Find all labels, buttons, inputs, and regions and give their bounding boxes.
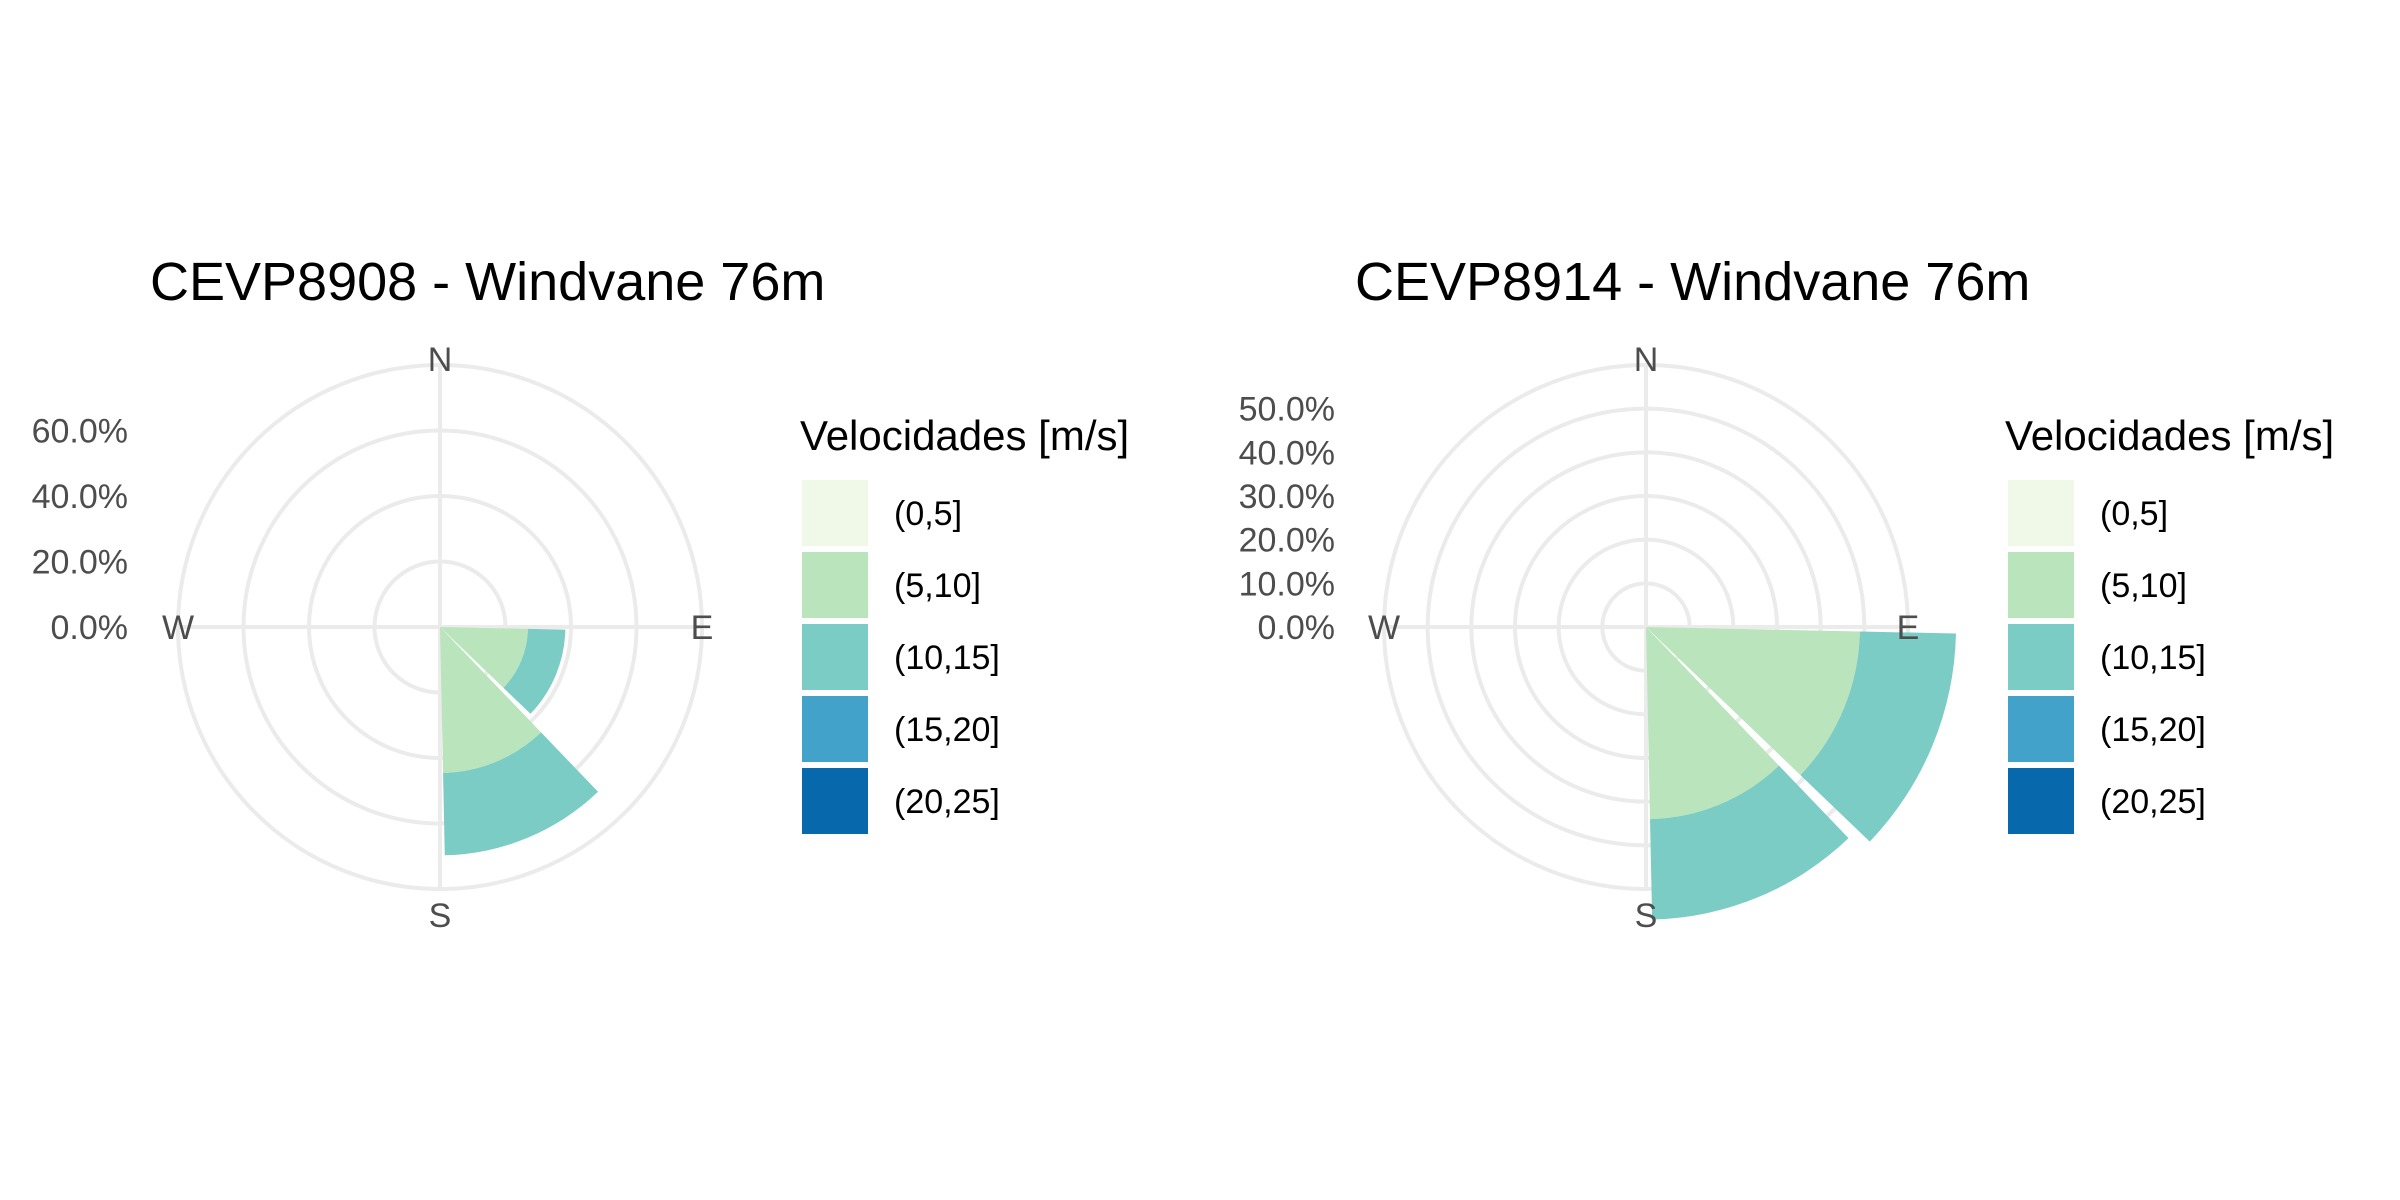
wind-sector-segment <box>1800 631 1956 842</box>
radial-tick-label: 40.0% <box>32 478 128 516</box>
polar-grid <box>1382 363 1910 891</box>
legend-label: (10,15] <box>2100 639 2206 677</box>
legend-swatch <box>2008 696 2074 762</box>
polar-grid <box>176 363 704 891</box>
radial-tick-label: 0.0% <box>1258 609 1336 647</box>
legend-title: Velocidades [m/s] <box>2005 412 2334 459</box>
radial-tick-labels: 0.0% 10.0% 20.0% 30.0% 40.0% 50.0% <box>1239 391 1335 647</box>
legend-label: (15,20] <box>894 711 1000 749</box>
wind-rose-panel-2: CEVP8914 - Windvane 76m 0.0% 10.0% 20.0% 30… <box>1239 252 2335 935</box>
radial-tick-label: 0.0% <box>51 609 129 647</box>
wind-sector-segment <box>440 627 528 688</box>
radial-tick-label: 10.0% <box>1239 565 1335 603</box>
wind-sector-segment <box>1650 765 1849 920</box>
legend-swatch <box>802 552 868 618</box>
wind-sector-segment <box>443 732 599 856</box>
legend-title: Velocidades [m/s] <box>800 412 1129 459</box>
legend-swatch <box>2008 552 2074 618</box>
radial-tick-label: 20.0% <box>32 544 128 582</box>
compass-label-e: E <box>691 609 714 647</box>
legend-swatch <box>802 768 868 834</box>
compass-label-w: W <box>1368 609 1400 647</box>
legend-label: (5,10] <box>894 567 981 605</box>
legend-swatch <box>802 696 868 762</box>
legend-label: (0,5] <box>894 495 962 533</box>
radial-tick-label: 40.0% <box>1239 434 1335 472</box>
compass-label-w: W <box>162 609 194 647</box>
compass-label-n: N <box>428 341 453 379</box>
compass-label-e: E <box>1897 609 1920 647</box>
wind-sector-segment <box>503 628 566 714</box>
legend-label: (5,10] <box>2100 567 2187 605</box>
compass-labels: N E S W <box>162 341 713 935</box>
wind-sectors <box>1646 627 1956 920</box>
compass-labels: N E S W <box>1368 341 1919 935</box>
legend-label: (20,25] <box>894 783 1000 821</box>
legend-swatch <box>2008 624 2074 690</box>
radial-tick-label: 30.0% <box>1239 478 1335 516</box>
legend-swatch <box>2008 768 2074 834</box>
legend-label: (10,15] <box>894 639 1000 677</box>
wind-sector-segment <box>440 627 542 773</box>
radial-tick-labels: 0.0% 20.0% 40.0% 60.0% <box>32 413 128 648</box>
legend-swatch <box>802 480 868 546</box>
legend-swatch <box>2008 480 2074 546</box>
legend-swatch <box>802 624 868 690</box>
radial-tick-label: 50.0% <box>1239 391 1335 429</box>
chart-title: CEVP8908 - Windvane 76m <box>150 252 825 312</box>
speed-legend: Velocidades [m/s] (0,5] (5,10] (10,15] (15,… <box>2005 412 2334 834</box>
speed-legend: Velocidades [m/s] (0,5] (5,10] (10,15] (15,… <box>800 412 1129 834</box>
wind-sector-segment <box>1646 627 1860 776</box>
wind-sector-segment <box>1646 627 1779 820</box>
chart-title: CEVP8914 - Windvane 76m <box>1355 252 2030 312</box>
radial-tick-label: 60.0% <box>32 413 128 451</box>
compass-label-s: S <box>429 897 452 935</box>
compass-label-s: S <box>1635 897 1658 935</box>
legend-label: (20,25] <box>2100 783 2206 821</box>
legend-label: (15,20] <box>2100 711 2206 749</box>
radial-tick-label: 20.0% <box>1239 522 1335 560</box>
compass-label-n: N <box>1634 341 1659 379</box>
wind-sectors <box>440 627 599 856</box>
wind-rose-panel-1: CEVP8908 - Windvane 76m 0.0% 20.0% 40.0% 60… <box>32 252 1130 935</box>
legend-label: (0,5] <box>2100 495 2168 533</box>
